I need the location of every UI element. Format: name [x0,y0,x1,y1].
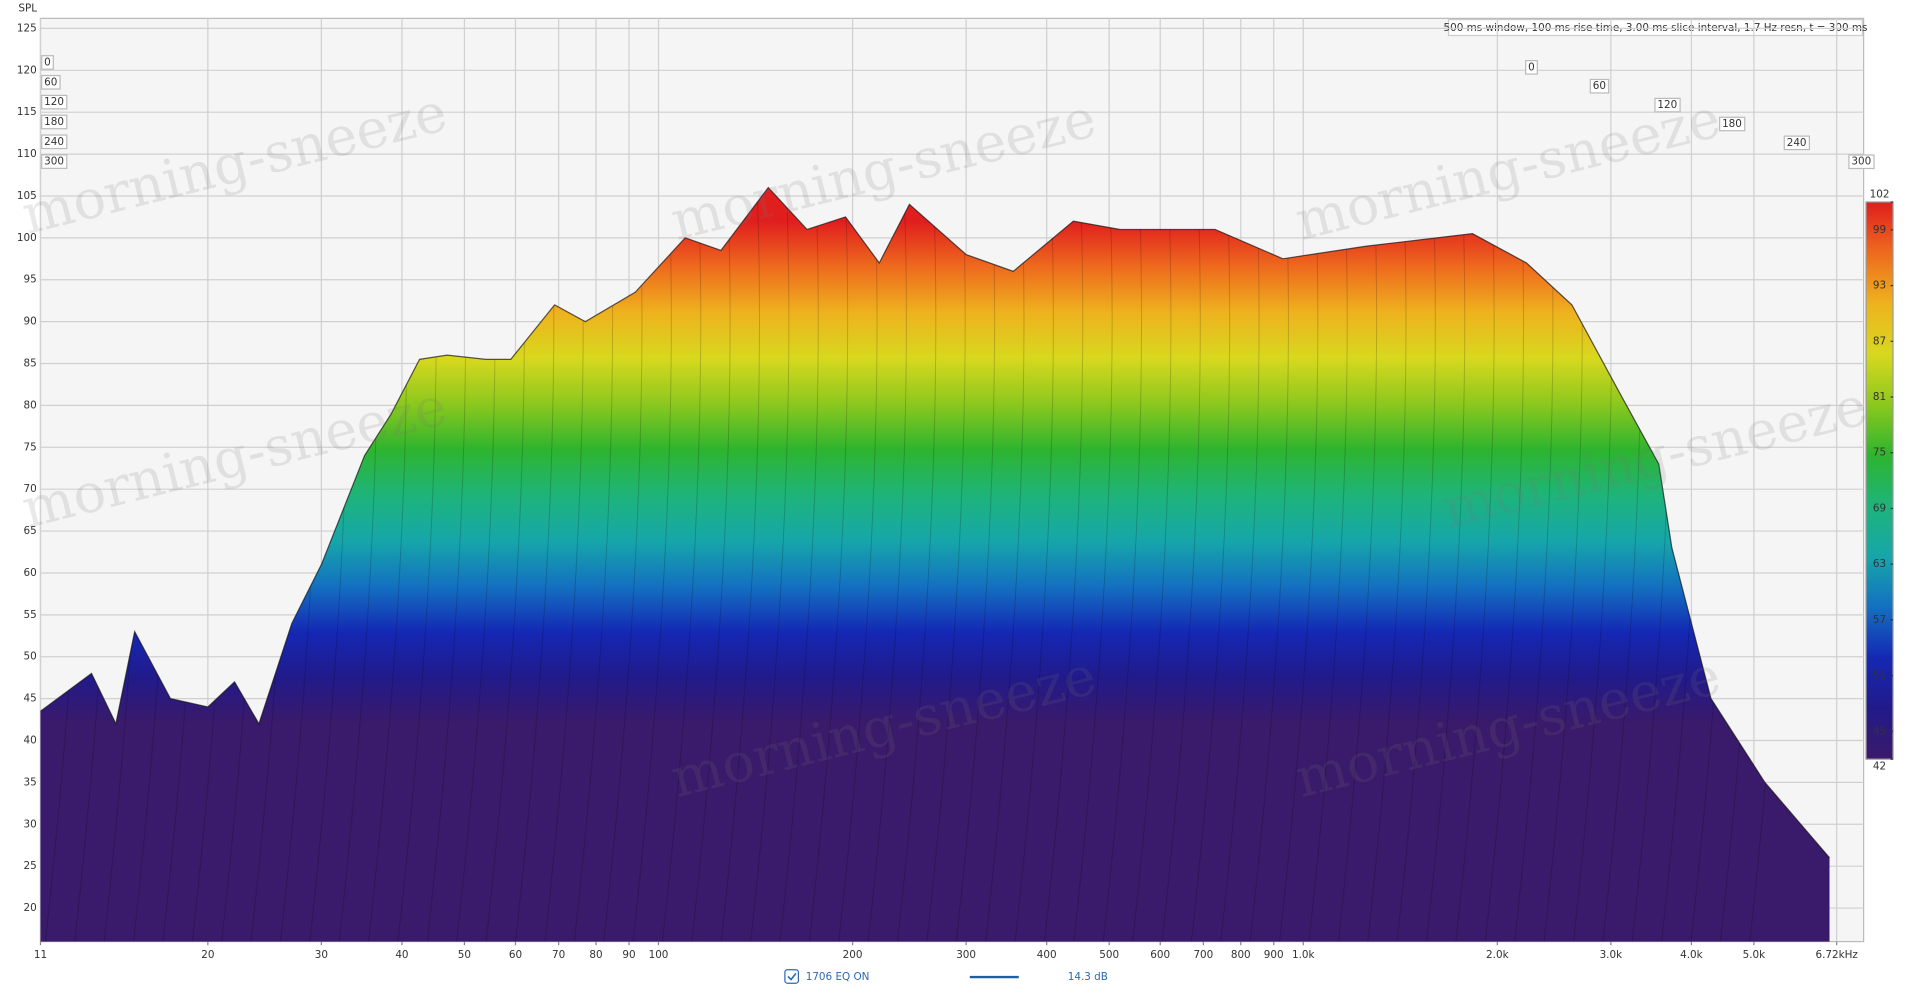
x-tick-label: 6.72kHz [1815,949,1857,961]
time-tick-box [1719,116,1746,132]
x-tick-label: 70 [552,949,565,961]
colorbar [1865,201,1894,760]
x-tick-label: 5.0k [1743,949,1766,961]
y-tick-label: 90 [24,316,37,328]
time-tick-label: 300 [1851,156,1871,168]
colorbar-tick-label: 93 [1873,280,1886,292]
legend-checkbox[interactable] [784,969,799,984]
y-tick-label: 35 [24,776,37,788]
time-tick-label: 300 [44,156,64,168]
y-tick-label: 55 [24,609,37,621]
time-tick-label: 120 [44,96,64,108]
x-tick-label: 300 [956,949,976,961]
time-tick-box [41,134,68,150]
time-tick-box [41,74,61,90]
time-tick-box [1848,154,1875,170]
check-mark [787,972,797,981]
y-tick-label: 105 [17,190,37,202]
y-tick-label: 25 [24,860,37,872]
x-tick-label: 90 [622,949,635,961]
x-tick-label: 4.0k [1680,949,1703,961]
colorbar-tick-label: 51 [1873,670,1886,682]
colorbar-tick-label: 69 [1873,502,1886,514]
header-box [1447,18,1864,37]
x-tick-label: 20 [201,949,214,961]
x-tick-label: 600 [1150,949,1170,961]
y-tick-label: 30 [24,818,37,830]
colorbar-tick-label: 42 [1873,760,1886,772]
y-tick-label: 100 [17,232,37,244]
y-tick-label: 125 [17,22,37,34]
y-tick-label: 60 [24,567,37,579]
x-tick-label: 80 [589,949,602,961]
y-axis-label: SPL [18,3,37,15]
x-tick-label: 30 [315,949,328,961]
x-tick-label: 800 [1231,949,1251,961]
x-tick-label: 1.0k [1292,949,1315,961]
time-tick-label: 240 [1787,137,1807,149]
x-tick-label: 100 [649,949,669,961]
colorbar-tick-label: 87 [1873,335,1886,347]
colorbar-tick-label: 75 [1873,447,1886,459]
time-tick-box [41,114,68,130]
x-tick-label: 700 [1193,949,1213,961]
time-tick-box [41,55,54,70]
x-tick-label: 2.0k [1486,949,1509,961]
legend-value: 14.3 dB [1068,971,1108,983]
time-tick-box [41,94,68,110]
y-tick-label: 120 [17,64,37,76]
y-tick-label: 70 [24,483,37,495]
waterfall-envelope [40,186,1830,859]
colorbar-tick-label: 102 [1870,189,1890,201]
y-tick-label: 110 [17,148,37,160]
time-tick-box [41,154,68,169]
time-tick-label: 0 [44,56,51,68]
time-tick-box [1654,97,1681,113]
y-tick-label: 95 [24,274,37,286]
colorbar-tick-label: 99 [1873,224,1886,236]
colorbar-tick-label: 81 [1873,391,1886,403]
y-tick-label: 50 [24,651,37,663]
x-tick-label: 50 [458,949,471,961]
legend-label[interactable]: 1706 EQ ON [806,971,870,983]
time-tick-box [1589,78,1610,94]
y-tick-label: 20 [24,902,37,914]
y-tick-label: 115 [17,106,37,118]
y-tick-label: 45 [24,693,37,705]
x-tick-label: 3.0k [1600,949,1623,961]
x-tick-label: 11 [34,949,47,961]
y-tick-label: 75 [24,441,37,453]
waterfall-surface [40,187,1830,942]
time-tick-label: 0 [1528,61,1535,73]
time-tick-label: 60 [1593,80,1606,92]
y-tick-label: 85 [24,358,37,370]
time-tick-label: 180 [44,116,64,128]
x-tick-label: 60 [509,949,522,961]
surface-texture [40,187,1789,942]
x-tick-label: 900 [1264,949,1284,961]
time-tick-box [1525,59,1538,75]
y-tick-label: 80 [24,399,37,411]
time-tick-label: 120 [1657,99,1677,111]
time-tick-label: 60 [44,76,57,88]
time-tick-label: 240 [44,136,64,148]
time-tick-box [1783,135,1810,151]
colorbar-tick-label: 57 [1873,614,1886,626]
y-tick-label: 65 [24,525,37,537]
colorbar-tick-label: 63 [1873,558,1886,570]
x-tick-label: 200 [843,949,863,961]
colorbar-tick-label: 45 [1873,725,1886,737]
time-tick-label: 180 [1722,118,1742,130]
x-tick-label: 400 [1037,949,1057,961]
x-tick-label: 40 [395,949,408,961]
x-tick-label: 500 [1099,949,1119,961]
y-tick-label: 40 [24,735,37,747]
